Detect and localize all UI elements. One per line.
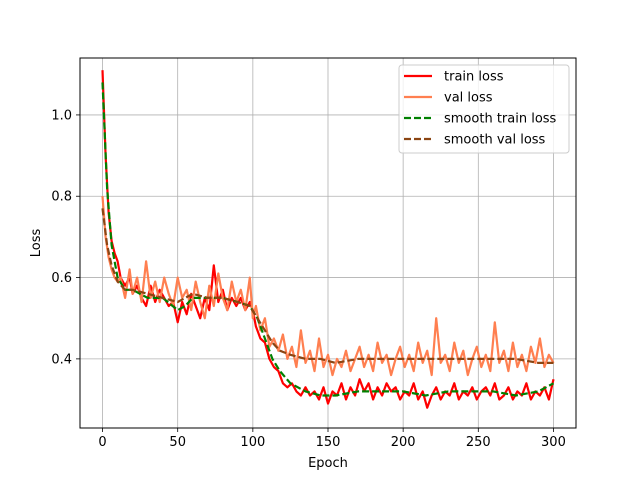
x-tick-label: 250	[466, 435, 491, 450]
x-tick-label: 150	[316, 435, 341, 450]
legend-label: train loss	[444, 70, 504, 85]
series-layer	[101, 70, 555, 409]
ticks: 0 50 100 150 200 250 300 0.4 0.6 0.8 1.0	[51, 108, 566, 450]
x-tick-label: 300	[541, 435, 566, 450]
legend-label: smooth train loss	[444, 112, 557, 127]
x-tick-label: 200	[391, 435, 416, 450]
x-tick-label: 100	[240, 435, 265, 450]
train-loss-line	[101, 70, 555, 409]
x-tick-label: 0	[98, 435, 106, 450]
legend-label: smooth val loss	[444, 133, 546, 148]
y-tick-label: 0.4	[51, 352, 72, 367]
y-axis-label: Loss	[29, 229, 44, 258]
x-axis-label: Epoch	[308, 456, 348, 471]
x-tick-label: 50	[169, 435, 186, 450]
y-tick-label: 1.0	[51, 108, 72, 123]
smooth-train-loss-line	[101, 82, 555, 397]
legend-label: val loss	[444, 91, 493, 106]
y-tick-label: 0.6	[51, 271, 72, 286]
val-loss-line	[101, 196, 555, 377]
legend: train loss val loss smooth train loss smoot…	[398, 64, 570, 154]
legend-frame	[398, 64, 570, 154]
smooth-val-loss-line	[101, 208, 554, 364]
y-tick-label: 0.8	[51, 190, 72, 205]
